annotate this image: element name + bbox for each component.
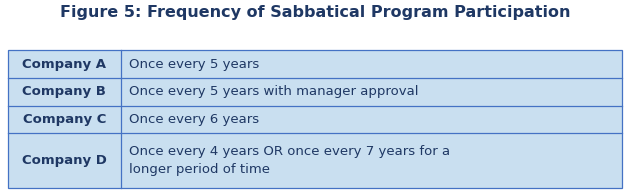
- Text: Company A: Company A: [23, 58, 106, 71]
- Text: Once every 5 years with manager approval: Once every 5 years with manager approval: [129, 85, 418, 98]
- Text: Once every 5 years: Once every 5 years: [129, 58, 259, 71]
- Text: Once every 6 years: Once every 6 years: [129, 113, 259, 126]
- Text: Company C: Company C: [23, 113, 106, 126]
- Text: Company B: Company B: [23, 85, 106, 98]
- Text: Once every 4 years OR once every 7 years for a
longer period of time: Once every 4 years OR once every 7 years…: [129, 145, 450, 176]
- Bar: [8, 50, 622, 188]
- Bar: [8, 50, 622, 188]
- Text: Figure 5: Frequency of Sabbatical Program Participation: Figure 5: Frequency of Sabbatical Progra…: [60, 5, 570, 20]
- Text: Company D: Company D: [22, 154, 107, 167]
